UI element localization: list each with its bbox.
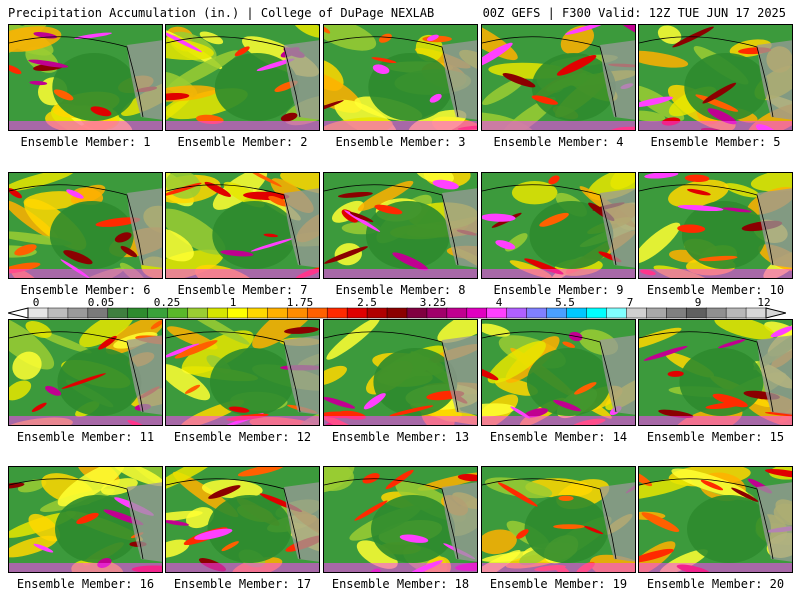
ensemble-member-map <box>8 172 163 279</box>
color-scale-swatch <box>426 307 448 319</box>
ensemble-member-map <box>481 319 636 426</box>
ensemble-member-map <box>481 466 636 573</box>
ensemble-member-map <box>323 172 478 279</box>
color-scale-swatch <box>167 307 189 319</box>
member-caption: Ensemble Member: 1 <box>20 135 151 149</box>
run-valid-time: 00Z GEFS | F300 Valid: 12Z TUE JUN 17 20… <box>482 6 786 20</box>
color-scale-swatch <box>745 307 767 319</box>
color-scale-swatch <box>685 307 707 319</box>
color-scale-right-arrow <box>765 307 786 319</box>
ensemble-member-map <box>8 466 163 573</box>
color-scale-swatch <box>406 307 428 319</box>
color-scale-swatch <box>646 307 668 319</box>
color-scale-swatch <box>207 307 229 319</box>
member-caption: Ensemble Member: 16 <box>16 577 155 591</box>
product-title: Precipitation Accumulation (in.) | Colle… <box>8 6 435 20</box>
color-scale-swatch <box>506 307 528 319</box>
color-scale-tick-label: 1 <box>229 296 237 309</box>
color-scale-tick-label: 3.25 <box>419 296 447 309</box>
color-scale-swatch <box>227 307 249 319</box>
ensemble-member-map <box>323 24 478 131</box>
ensemble-member-map <box>8 24 163 131</box>
ensemble-member-map <box>165 466 320 573</box>
ensemble-member-map <box>165 24 320 131</box>
color-scale-swatch <box>606 307 628 319</box>
color-scale-swatch <box>67 307 89 319</box>
color-scale-tick-label: 4 <box>495 296 503 309</box>
color-scale-swatch <box>247 307 269 319</box>
member-caption: Ensemble Member: 5 <box>650 135 781 149</box>
member-caption: Ensemble Member: 6 <box>20 283 151 297</box>
member-caption: Ensemble Member: 14 <box>489 430 628 444</box>
ensemble-member-map <box>638 24 793 131</box>
member-caption: Ensemble Member: 10 <box>646 283 785 297</box>
ensemble-member-map <box>165 319 320 426</box>
color-scale-swatch <box>546 307 568 319</box>
member-caption: Ensemble Member: 18 <box>331 577 470 591</box>
color-scale-swatch <box>326 307 348 319</box>
ensemble-member-map <box>638 172 793 279</box>
color-scale-swatch <box>187 307 209 319</box>
color-scale-tick-label: 7 <box>626 296 634 309</box>
member-caption: Ensemble Member: 9 <box>493 283 624 297</box>
color-scale-tick-label: 9 <box>694 296 702 309</box>
color-scale-tick-label: 5.5 <box>555 296 575 309</box>
color-scale-swatch <box>446 307 468 319</box>
color-scale-tick-label: 0 <box>32 296 40 309</box>
color-scale-swatch <box>386 307 408 319</box>
color-scale-swatch <box>147 307 169 319</box>
color-scale-left-arrow <box>8 307 29 319</box>
color-scale-tick-label: 0.25 <box>153 296 181 309</box>
ensemble-member-map <box>8 319 163 426</box>
member-caption: Ensemble Member: 15 <box>646 430 785 444</box>
ensemble-member-map <box>481 24 636 131</box>
color-scale-bar <box>8 307 786 319</box>
color-scale-swatch <box>666 307 687 319</box>
member-caption: Ensemble Member: 4 <box>493 135 624 149</box>
color-scale-tick-label: 1.75 <box>286 296 314 309</box>
color-scale-swatch <box>586 307 608 319</box>
color-scale-swatch <box>725 307 747 319</box>
color-scale-swatch <box>486 307 508 319</box>
color-scale-swatch <box>306 307 328 319</box>
ensemble-member-map <box>323 466 478 573</box>
ensemble-member-map <box>638 319 793 426</box>
color-scale-swatch <box>526 307 548 319</box>
member-caption: Ensemble Member: 20 <box>646 577 785 591</box>
member-caption: Ensemble Member: 13 <box>331 430 470 444</box>
ensemble-member-map <box>323 319 478 426</box>
member-caption: Ensemble Member: 2 <box>177 135 308 149</box>
member-caption: Ensemble Member: 8 <box>335 283 466 297</box>
color-scale-swatch <box>705 307 727 319</box>
member-caption: Ensemble Member: 7 <box>177 283 308 297</box>
color-scale-swatch <box>47 307 69 319</box>
ensemble-member-map <box>165 172 320 279</box>
color-scale-swatch <box>366 307 388 319</box>
color-scale-swatch <box>107 307 129 319</box>
member-caption: Ensemble Member: 19 <box>489 577 628 591</box>
color-scale-tick-label: 12 <box>757 296 771 309</box>
color-scale-tick-label: 2.5 <box>357 296 377 309</box>
color-scale-swatch <box>87 307 109 319</box>
color-scale-swatch <box>27 307 49 319</box>
color-scale-swatch <box>566 307 588 319</box>
color-scale-swatch <box>127 307 149 319</box>
color-scale-tick-label: 0.05 <box>87 296 115 309</box>
color-scale-swatch <box>466 307 488 319</box>
ensemble-member-map <box>481 172 636 279</box>
ensemble-member-map <box>638 466 793 573</box>
color-scale-swatch <box>267 307 289 319</box>
member-caption: Ensemble Member: 17 <box>173 577 312 591</box>
member-caption: Ensemble Member: 11 <box>16 430 155 444</box>
member-caption: Ensemble Member: 12 <box>173 430 312 444</box>
color-scale-swatch <box>626 307 648 319</box>
color-scale-swatch <box>346 307 368 319</box>
member-caption: Ensemble Member: 3 <box>335 135 466 149</box>
color-scale-swatch <box>287 307 308 319</box>
